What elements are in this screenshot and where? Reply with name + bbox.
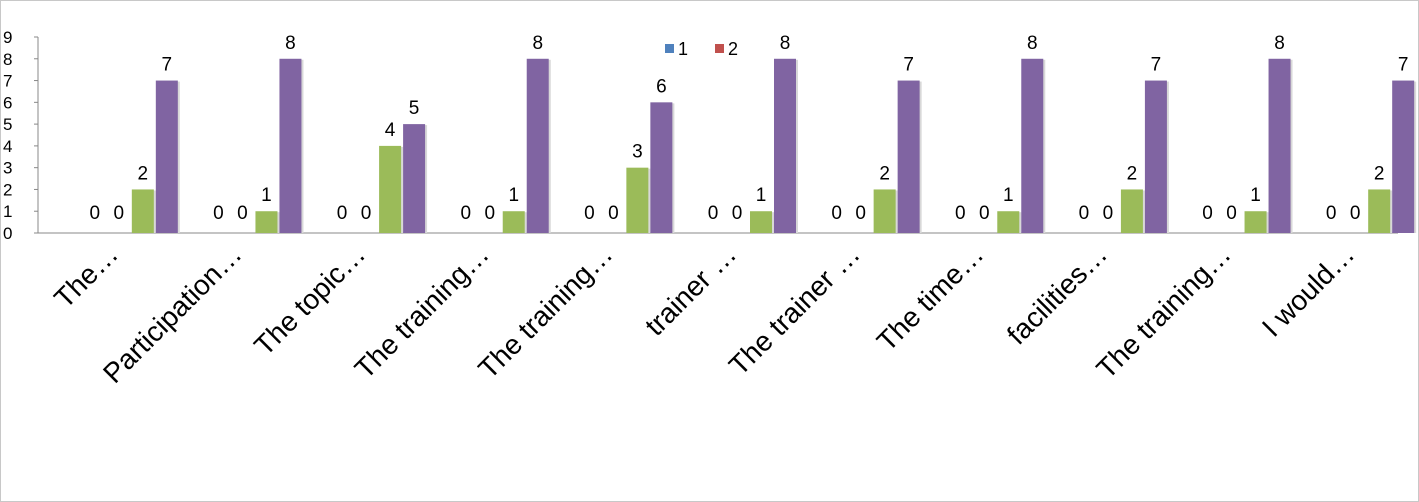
legend-swatch <box>715 44 724 53</box>
data-label: 1 <box>1250 185 1261 206</box>
y-tick-label: 3 <box>3 159 12 178</box>
data-label: 4 <box>385 120 396 141</box>
x-tick-label: The trainer … <box>723 238 866 381</box>
legend-label: 2 <box>728 39 738 59</box>
data-label: 7 <box>903 55 914 76</box>
bar <box>279 58 302 234</box>
data-label: 2 <box>1374 163 1385 184</box>
x-tick-label: The topic… <box>248 238 371 361</box>
bar <box>1021 58 1044 234</box>
x-axis-labels: The…Participation… The topic…The training… <box>48 238 1360 389</box>
data-label: 0 <box>1202 203 1213 224</box>
bar <box>403 124 426 233</box>
data-label: 8 <box>1274 33 1285 54</box>
bar <box>502 211 525 233</box>
data-label: 8 <box>1027 33 1038 54</box>
data-label: 0 <box>608 203 619 224</box>
data-label: 1 <box>261 185 272 206</box>
data-label: 0 <box>1226 203 1237 224</box>
legend-label: 1 <box>678 39 688 59</box>
data-label: 0 <box>213 203 224 224</box>
x-tick-label: trainer … <box>639 238 742 341</box>
data-label: 0 <box>831 203 842 224</box>
y-tick-label: 0 <box>3 224 12 243</box>
y-tick-label: 9 <box>3 28 12 47</box>
data-label: 0 <box>361 203 372 224</box>
bar <box>155 80 178 233</box>
bar <box>626 167 649 233</box>
data-label: 7 <box>1398 55 1409 76</box>
y-tick-label: 7 <box>3 72 12 91</box>
bar <box>897 80 920 233</box>
y-tick-label: 4 <box>3 137 12 156</box>
data-label: 0 <box>90 203 101 224</box>
bar <box>997 211 1020 233</box>
data-label: 0 <box>1350 203 1361 224</box>
bar <box>255 211 278 233</box>
y-tick-label: 8 <box>3 50 12 69</box>
data-label: 0 <box>1079 203 1090 224</box>
x-tick-label: The time… <box>871 238 990 357</box>
data-label: 0 <box>955 203 966 224</box>
data-label: 3 <box>632 142 643 163</box>
data-label: 1 <box>756 185 767 206</box>
x-tick-label: The… <box>48 238 124 314</box>
x-tick-label: facilities… <box>1001 238 1113 350</box>
data-label: 0 <box>732 203 743 224</box>
data-label: 0 <box>484 203 495 224</box>
data-label: 8 <box>780 33 791 54</box>
data-label: 0 <box>460 203 471 224</box>
data-label: 0 <box>337 203 348 224</box>
data-label: 2 <box>1127 163 1138 184</box>
data-label: 0 <box>708 203 719 224</box>
bar <box>379 145 402 233</box>
bar <box>1144 80 1167 233</box>
data-label: 1 <box>508 185 519 206</box>
x-tick-label: I would… <box>1256 238 1360 342</box>
bars <box>131 58 1417 234</box>
data-label: 0 <box>1326 203 1337 224</box>
data-label: 0 <box>979 203 990 224</box>
data-label: 0 <box>855 203 866 224</box>
data-label: 7 <box>162 55 173 76</box>
data-label: 8 <box>285 33 296 54</box>
data-label: 1 <box>1003 185 1014 206</box>
bar <box>131 189 154 233</box>
bar <box>1368 189 1391 233</box>
data-label: 6 <box>656 76 667 97</box>
bar <box>1244 211 1267 233</box>
bar <box>873 189 896 233</box>
bar <box>774 58 796 234</box>
data-label: 2 <box>138 163 149 184</box>
y-tick-label: 2 <box>3 180 12 199</box>
data-label: 2 <box>879 163 890 184</box>
data-label: 0 <box>114 203 125 224</box>
data-label: 7 <box>1151 55 1162 76</box>
legend-swatch <box>665 44 674 53</box>
bar <box>1392 80 1415 233</box>
y-tick-label: 6 <box>3 93 12 112</box>
y-tick-label: 1 <box>3 202 12 221</box>
y-tick-label: 5 <box>3 115 12 134</box>
data-label: 0 <box>584 203 595 224</box>
bar <box>526 58 549 234</box>
bar <box>750 211 772 233</box>
bar <box>1268 58 1291 234</box>
data-label: 0 <box>1103 203 1114 224</box>
bar <box>1120 189 1143 233</box>
data-label: 0 <box>237 203 248 224</box>
data-label: 5 <box>409 98 420 119</box>
data-label: 8 <box>532 33 543 54</box>
bar <box>650 102 673 233</box>
